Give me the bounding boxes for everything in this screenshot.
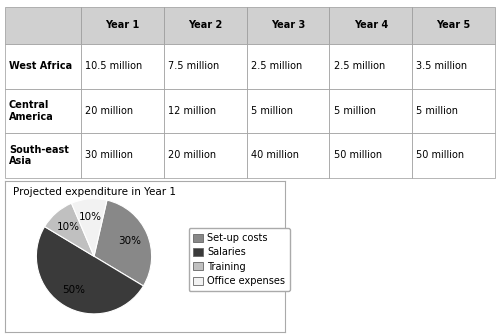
Text: 30%: 30%: [118, 236, 142, 246]
Text: Projected expenditure in Year 1: Projected expenditure in Year 1: [14, 187, 176, 197]
Text: 10%: 10%: [57, 222, 80, 232]
Wedge shape: [36, 226, 144, 314]
Legend: Set-up costs, Salaries, Training, Office expenses: Set-up costs, Salaries, Training, Office…: [188, 228, 290, 291]
Text: 50%: 50%: [62, 285, 86, 295]
Wedge shape: [44, 203, 94, 256]
Text: 10%: 10%: [79, 212, 102, 222]
Wedge shape: [72, 199, 107, 256]
Wedge shape: [94, 200, 152, 286]
